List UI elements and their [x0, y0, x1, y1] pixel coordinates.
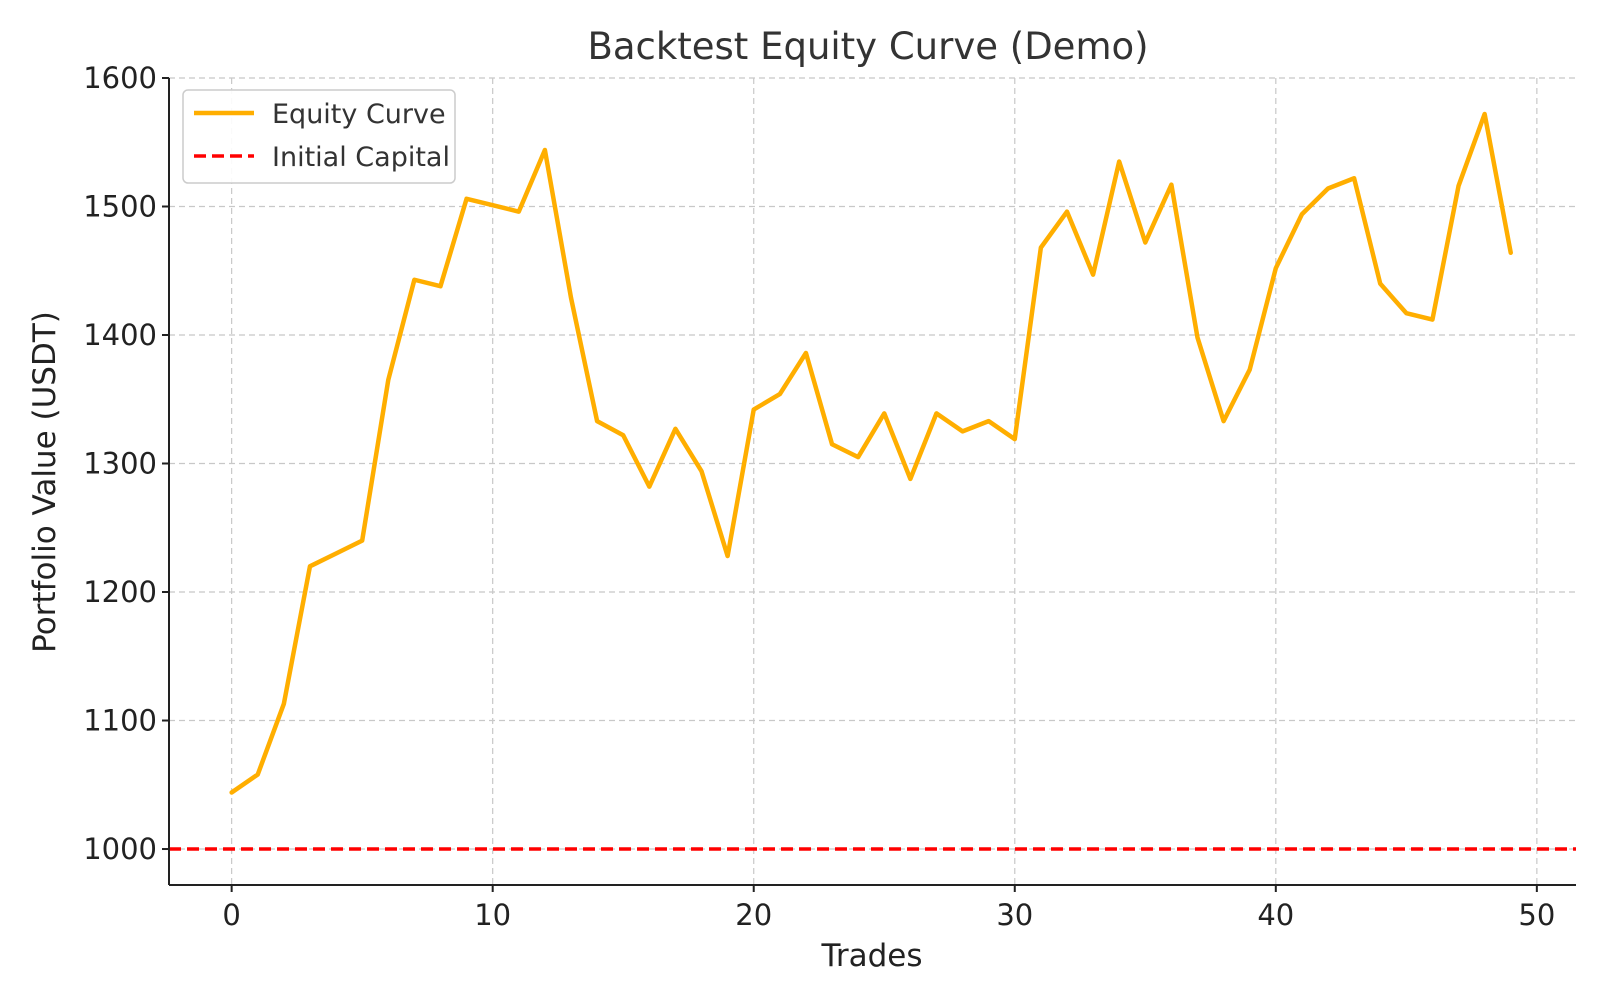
x-tick-label: 30: [996, 898, 1033, 932]
chart-title: Backtest Equity Curve (Demo): [587, 25, 1148, 68]
y-tick-label: 1600: [83, 61, 157, 95]
x-tick-label: 50: [1518, 898, 1555, 932]
x-axis-label: Trades: [820, 938, 922, 974]
y-axis-label: Portfolio Value (USDT): [27, 311, 63, 653]
x-tick-label: 0: [222, 898, 240, 932]
y-tick-label: 1400: [83, 318, 157, 352]
series-layer: [169, 111, 1576, 851]
tick-labels: 0 10 20 30 40 50 1000 1100 1200 1300 1400 1500 1600: [83, 61, 1555, 932]
y-tick-label: 1500: [83, 190, 157, 224]
x-tick-label: 10: [474, 898, 511, 932]
y-tick-label: 1100: [83, 704, 157, 738]
x-tick-label: 40: [1257, 898, 1294, 932]
legend-label-initial: Initial Capital: [272, 142, 450, 173]
equity-curve-line: [229, 111, 1513, 795]
x-tick-label: 20: [735, 898, 772, 932]
legend: Equity Curve Initial Capital: [182, 89, 456, 184]
grid-lines: [169, 77, 1576, 885]
y-tick-label: 1200: [83, 575, 157, 609]
y-tick-label: 1000: [83, 832, 157, 866]
y-tick-label: 1300: [83, 447, 157, 481]
legend-label-equity: Equity Curve: [272, 99, 446, 130]
axes: [168, 78, 1576, 886]
